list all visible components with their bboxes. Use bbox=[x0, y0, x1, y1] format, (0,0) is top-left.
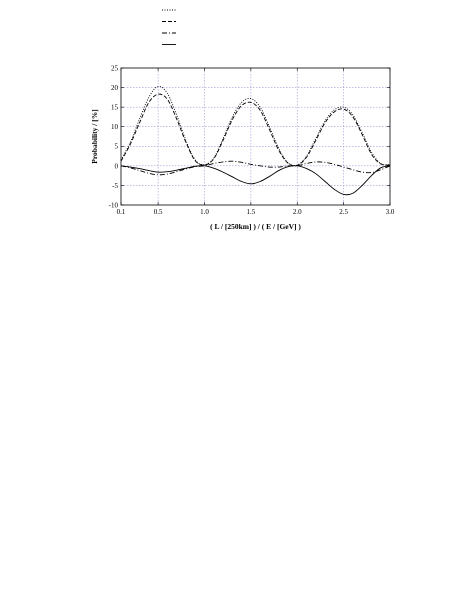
grid bbox=[121, 68, 390, 205]
x-tick-label: 1.5 bbox=[246, 208, 255, 216]
y-tick-label: -10 bbox=[109, 201, 119, 209]
y-tick-label: 10 bbox=[111, 123, 119, 131]
axis-ticks: 0.1 0.5 1.0 1.5 2.0 2.5 3.0 -10 -5 0 5 10 15 20 25 bbox=[109, 64, 395, 216]
y-tick-label: 5 bbox=[115, 143, 119, 151]
plot-frame bbox=[120, 67, 391, 206]
y-tick-label: -5 bbox=[112, 182, 118, 190]
y-tick-label: 25 bbox=[111, 64, 119, 72]
x-tick-label: 2.0 bbox=[293, 208, 302, 216]
series-line-dash-dot bbox=[120, 160, 391, 176]
series-line-dashed bbox=[120, 93, 391, 167]
x-tick-label: 0.1 bbox=[117, 208, 126, 216]
y-tick-label: 15 bbox=[111, 104, 119, 112]
x-tick-label: 0.5 bbox=[154, 208, 163, 216]
x-axis-title: ( L / [250km] ) / ( E / [GeV] ) bbox=[210, 222, 301, 231]
y-tick-label: 20 bbox=[111, 84, 119, 92]
series-line-dotted bbox=[120, 85, 391, 167]
x-tick-label: 1.0 bbox=[200, 208, 209, 216]
y-tick-label: 0 bbox=[115, 162, 119, 170]
x-tick-label: 2.5 bbox=[339, 208, 348, 216]
series-line-solid bbox=[120, 165, 391, 196]
y-axis-title: Probability / [%] bbox=[90, 109, 99, 163]
series-layer bbox=[120, 85, 391, 196]
x-tick-label: 3.0 bbox=[386, 208, 395, 216]
legend bbox=[162, 9, 176, 45]
